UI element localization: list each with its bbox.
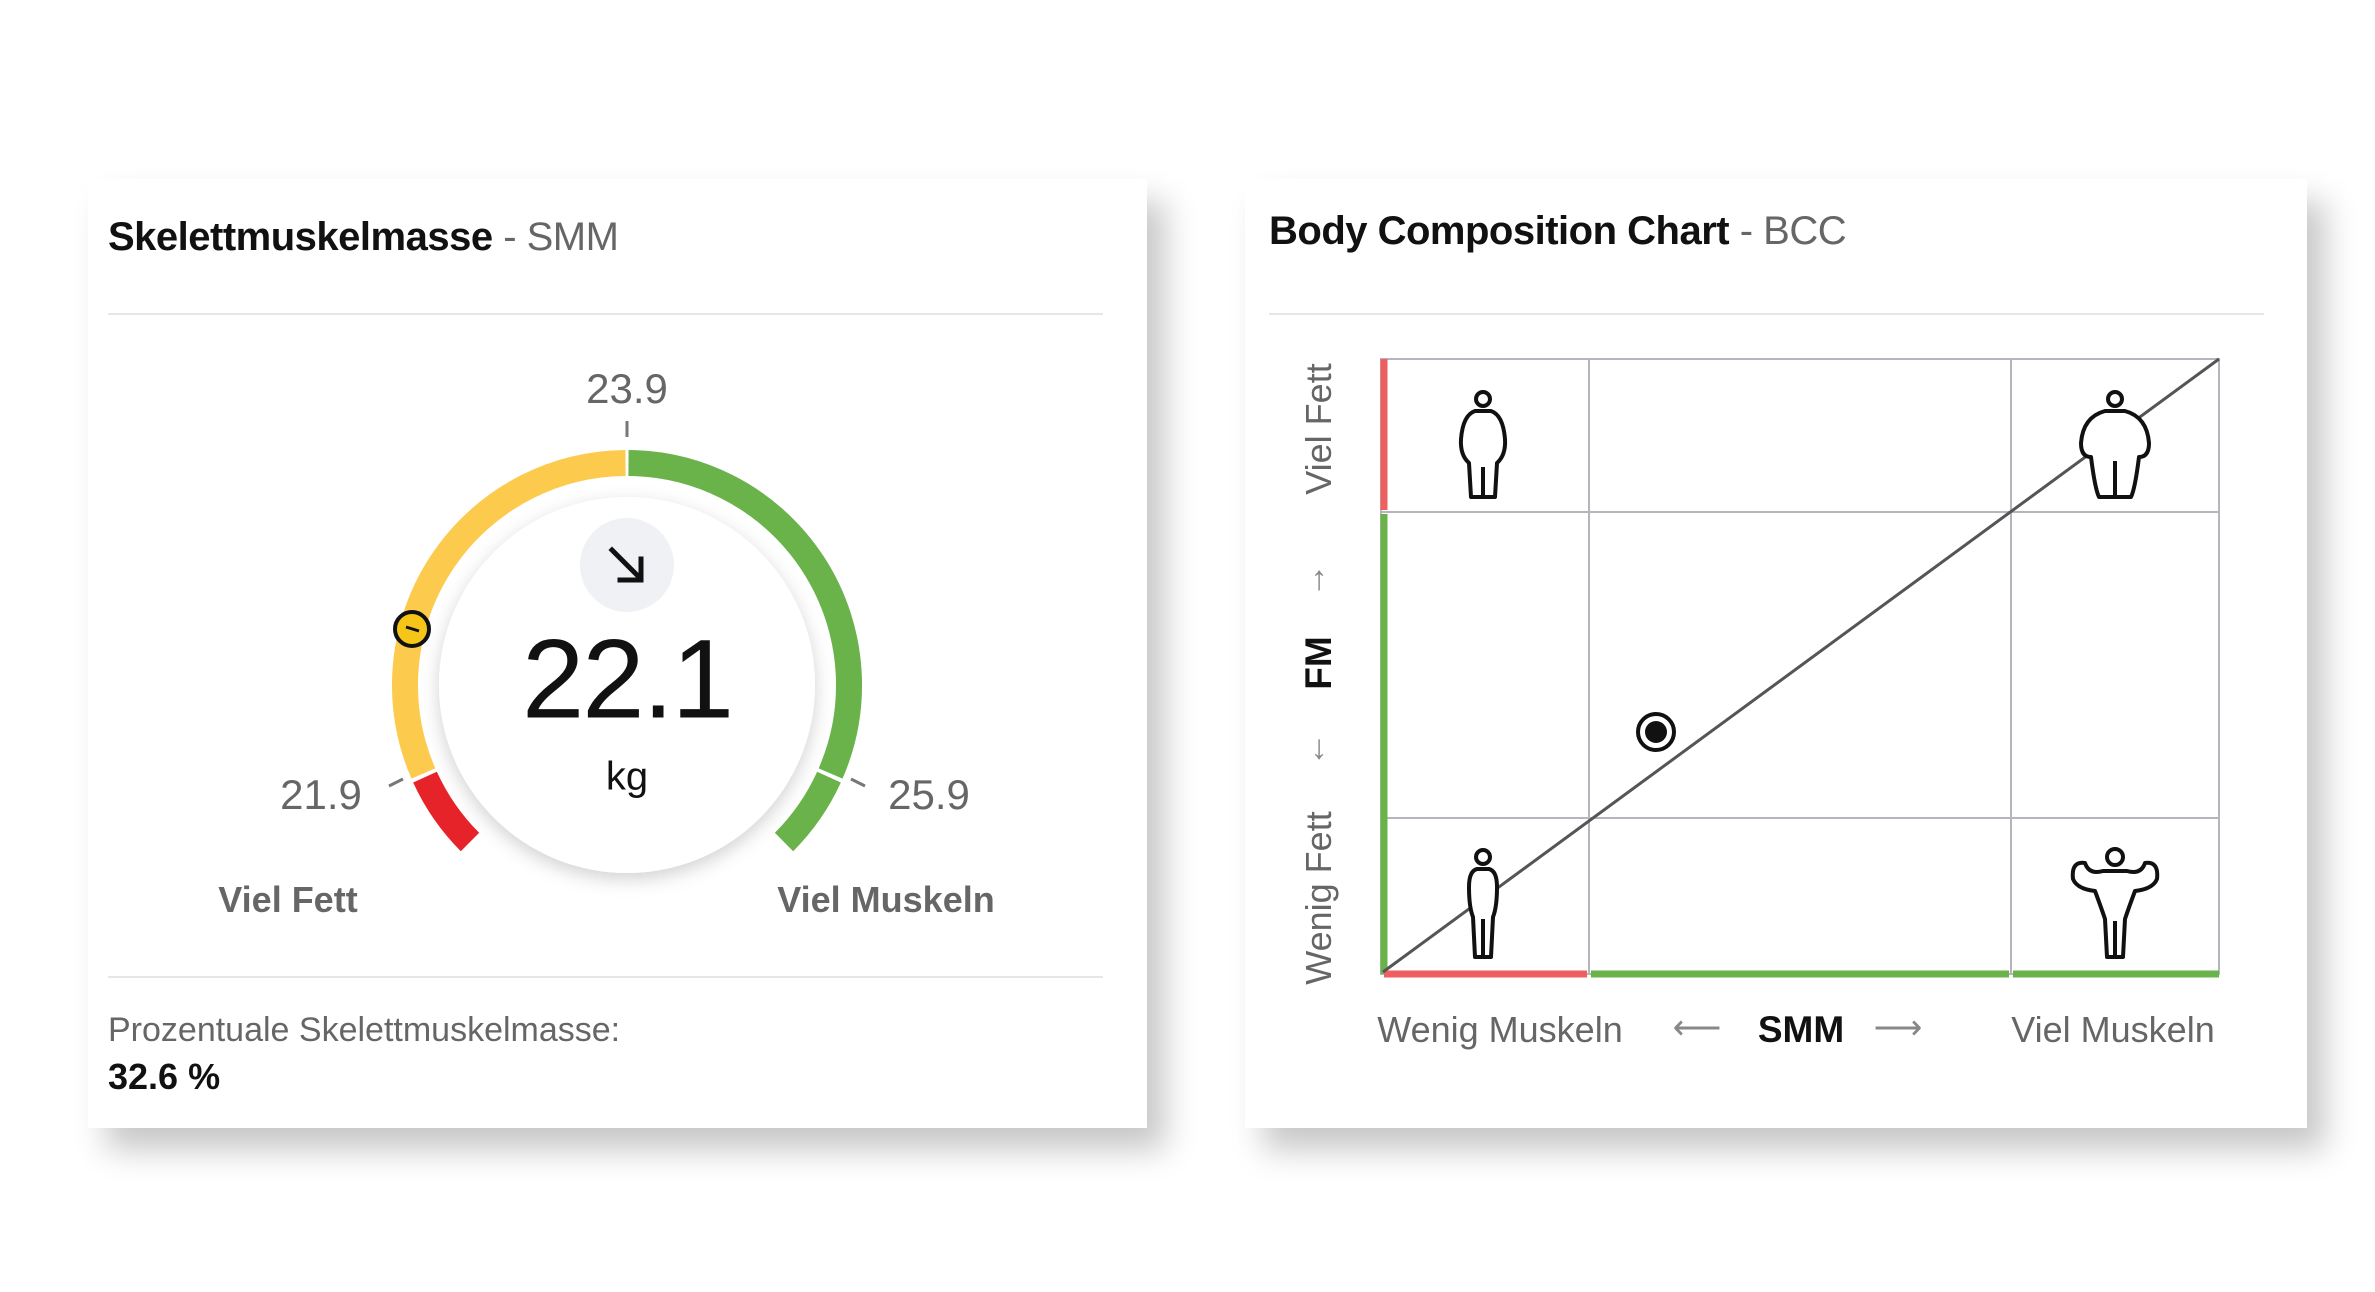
person-obese-icon	[2079, 390, 2151, 499]
percent-value: 32.6 %	[108, 1056, 221, 1097]
tick-label-low: 21.9	[280, 771, 362, 818]
bcc-card: Body Composition Chart - BCC	[1245, 179, 2307, 1128]
divider	[108, 976, 1103, 978]
zone-label-right: Viel Muskeln	[777, 879, 995, 920]
gauge-arc-green-high	[774, 771, 841, 852]
user-position-marker[interactable]	[1636, 712, 1676, 752]
percent-label: Prozentuale Skelettmuskelmasse:	[108, 1011, 621, 1049]
y-label-low: Wenig Fett	[1298, 811, 1339, 985]
bcc-card-title: Body Composition Chart - BCC	[1269, 209, 1847, 253]
gauge-marker[interactable]	[393, 610, 431, 648]
smm-card-title: Skelettmuskelmasse - SMM	[108, 215, 619, 259]
gauge-arc-yellow	[392, 450, 626, 779]
gauge-unit: kg	[605, 754, 649, 799]
person-slim-icon	[1467, 848, 1499, 959]
person-muscular-icon	[2070, 847, 2160, 959]
tick-label-high: 25.9	[888, 771, 970, 818]
smm-gauge	[388, 421, 866, 873]
bcc-chart	[1380, 357, 2220, 978]
arrow-up-icon: ↑	[1310, 559, 1328, 598]
y-axis-name: FM	[1298, 636, 1339, 690]
gauge-arc-red	[413, 771, 480, 852]
reference-diagonal	[1382, 357, 2220, 974]
smm-card: Skelettmuskelmasse - SMM 23.9 21.9 25.9 …	[88, 179, 1147, 1128]
tick-label-mid: 23.9	[586, 365, 668, 412]
x-label-high: Viel Muskeln	[2011, 1009, 2215, 1050]
divider	[108, 313, 1103, 315]
tick-mark-high	[850, 777, 866, 788]
y-label-high: Viel Fett	[1298, 363, 1339, 495]
gauge-inner-circle	[439, 497, 815, 873]
arrow-left-icon: ⟵	[1672, 1009, 1722, 1047]
arrow-down-icon: ↓	[1310, 728, 1328, 767]
tick-mark-low	[388, 777, 404, 788]
person-slim-high-fat-icon	[1458, 390, 1508, 499]
arrow-right-icon: ⟶	[1873, 1009, 1923, 1047]
zone-label-left: Viel Fett	[218, 879, 358, 920]
gauge-value: 22.1	[522, 616, 734, 742]
x-label-low: Wenig Muskeln	[1377, 1009, 1623, 1050]
arrow-down-right-icon	[608, 546, 644, 583]
gauge-arc-green	[628, 450, 862, 779]
divider	[1269, 313, 2264, 315]
x-axis-name: SMM	[1757, 1009, 1845, 1050]
